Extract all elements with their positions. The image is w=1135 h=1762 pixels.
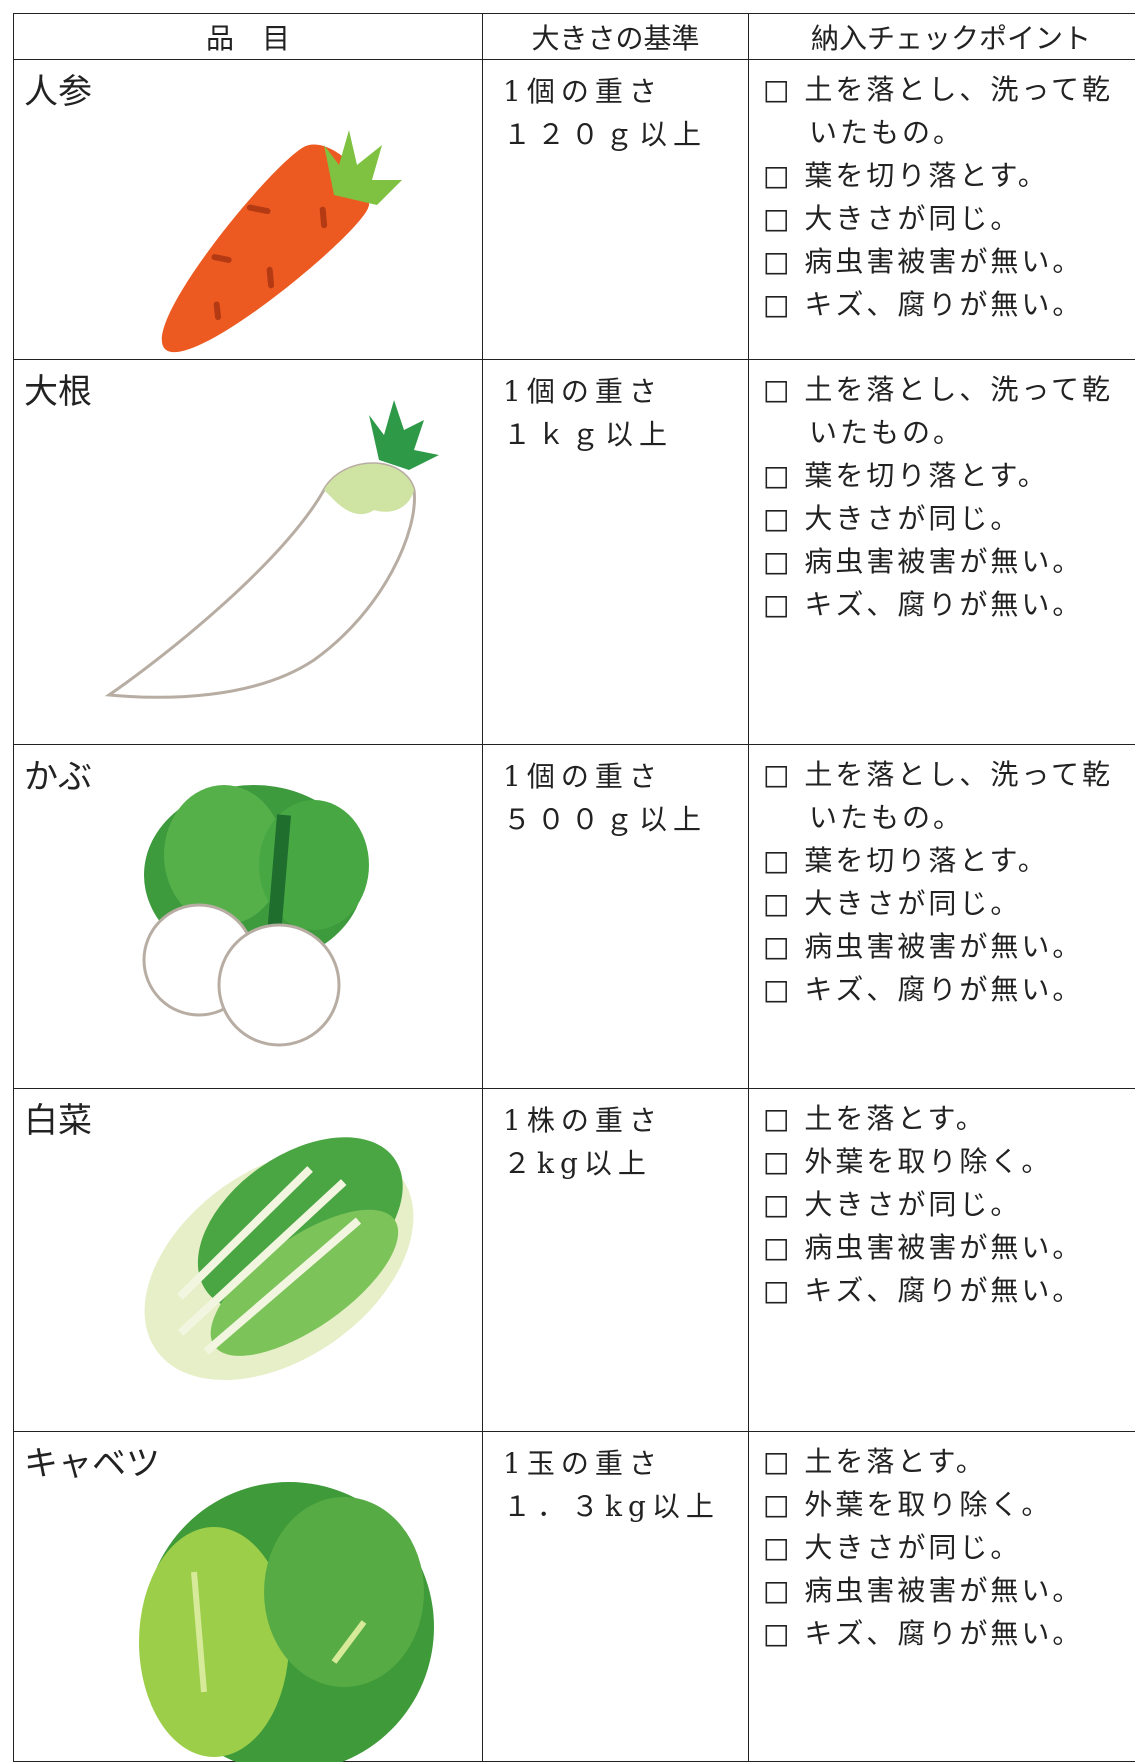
criteria: １．３kg以上 [503, 1485, 748, 1528]
check-item: □ 外葉を取り除く。 [763, 1140, 1123, 1183]
checks-cell: □ 土を落とし、洗って乾いたもの。□ 葉を切り落とす。□ 大きさが同じ。□ 病虫… [749, 60, 1135, 360]
check-item: □ キズ、腐りが無い。 [763, 1612, 1123, 1655]
item-name: キャベツ [14, 1432, 482, 1485]
check-item: □ 土を落とす。 [763, 1440, 1123, 1483]
header-cell: 大きさの基準 [483, 14, 749, 60]
check-item: □ 病虫害被害が無い。 [763, 540, 1123, 583]
item-name: 人参 [14, 60, 482, 113]
checks-cell: □ 土を落とす。□ 外葉を取り除く。□ 大きさが同じ。□ 病虫害被害が無い。□ … [749, 1432, 1135, 1762]
criteria: 1株の重さ [503, 1099, 748, 1142]
check-item: □ 病虫害被害が無い。 [763, 240, 1123, 283]
header-row: 品 目 大きさの基準 納入チェックポイント [14, 14, 1135, 60]
criteria: ５００ｇ以上 [503, 798, 748, 841]
check-item: □ キズ、腐りが無い。 [763, 1269, 1123, 1312]
header-cell: 品 目 [14, 14, 483, 60]
check-item: □ キズ、腐りが無い。 [763, 583, 1123, 626]
item-name: かぶ [14, 745, 482, 798]
check-item: □ 病虫害被害が無い。 [763, 1226, 1123, 1269]
checks-cell: □ 土を落とす。□ 外葉を取り除く。□ 大きさが同じ。□ 病虫害被害が無い。□ … [749, 1089, 1135, 1432]
item-name: 白菜 [14, 1089, 482, 1142]
check-item: □ 葉を切り落とす。 [763, 454, 1123, 497]
checks-cell: □ 土を落とし、洗って乾いたもの。□ 葉を切り落とす。□ 大きさが同じ。□ 病虫… [749, 745, 1135, 1089]
check-item: □ 土を落とす。 [763, 1097, 1123, 1140]
criteria: 1玉の重さ [503, 1442, 748, 1485]
check-item: □ 大きさが同じ。 [763, 882, 1123, 925]
item-cell: かぶ [14, 745, 483, 1089]
check-item: □ 病虫害被害が無い。 [763, 925, 1123, 968]
item-cell: 大根 [14, 360, 483, 745]
check-item: □ 大きさが同じ。 [763, 1183, 1123, 1226]
check-item: □ 外葉を取り除く。 [763, 1483, 1123, 1526]
check-item: □ 病虫害被害が無い。 [763, 1569, 1123, 1612]
criteria: １ｋｇ以上 [503, 413, 748, 456]
check-item: □ キズ、腐りが無い。 [763, 283, 1123, 326]
check-item: □ 土を落とし、洗って乾いたもの。 [763, 753, 1123, 839]
check-item: □ 大きさが同じ。 [763, 197, 1123, 240]
item-cell: 人参 [14, 60, 483, 360]
check-item: □ 大きさが同じ。 [763, 497, 1123, 540]
check-item: □ キズ、腐りが無い。 [763, 968, 1123, 1011]
check-item: □ 土を落とし、洗って乾いたもの。 [763, 68, 1123, 154]
item-cell: キャベツ [14, 1432, 483, 1762]
check-item: □ 大きさが同じ。 [763, 1526, 1123, 1569]
item-cell: 白菜 [14, 1089, 483, 1432]
checks-cell: □ 土を落とし、洗って乾いたもの。□ 葉を切り落とす。□ 大きさが同じ。□ 病虫… [749, 360, 1135, 745]
check-item: □ 土を落とし、洗って乾いたもの。 [763, 368, 1123, 454]
item-name: 大根 [14, 360, 482, 413]
criteria: 1個の重さ [503, 755, 748, 798]
criteria: 1個の重さ [503, 70, 748, 113]
criteria: １２０ｇ以上 [503, 113, 748, 156]
header-cell: 納入チェックポイント [749, 14, 1135, 60]
check-item: □ 葉を切り落とす。 [763, 154, 1123, 197]
criteria: ２kg以上 [503, 1142, 748, 1185]
check-item: □ 葉を切り落とす。 [763, 839, 1123, 882]
daikon-illustration [14, 360, 483, 745]
criteria: 1個の重さ [503, 370, 748, 413]
